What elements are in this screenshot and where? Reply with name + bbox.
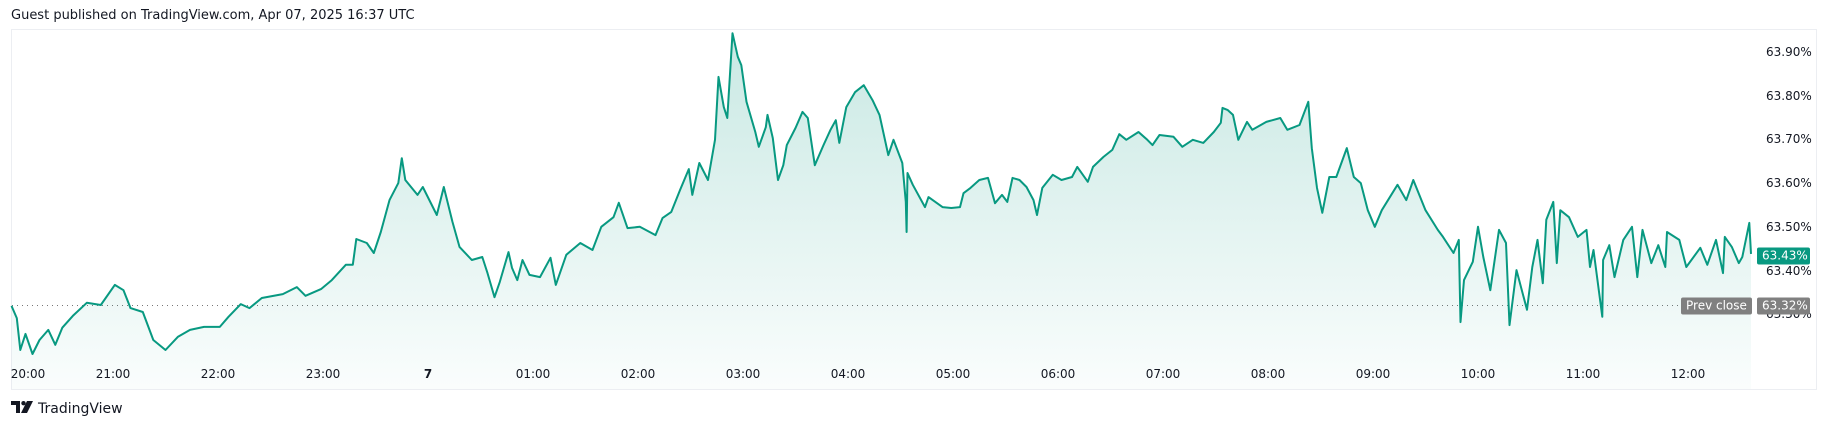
current-price-badge: 63.43%: [1757, 247, 1810, 265]
time-axis-label: 20:00: [10, 367, 46, 381]
time-axis-label: 03:00: [725, 367, 761, 381]
price-axis-label: 63.80%: [1766, 88, 1812, 103]
time-axis-label: 07:00: [1145, 367, 1181, 381]
time-axis-label: 11:00: [1565, 367, 1601, 381]
time-axis-label: 06:00: [1040, 367, 1076, 381]
time-axis-label: 01:00: [515, 367, 551, 381]
tradingview-wordmark: TradingView: [38, 401, 123, 417]
prev-close-value-badge: 63.32%: [1757, 297, 1810, 315]
time-axis-label: 7: [423, 367, 433, 381]
time-axis-label: 21:00: [95, 367, 131, 381]
prev-close-label-badge: Prev close: [1681, 297, 1752, 315]
time-axis-label: 12:00: [1670, 367, 1706, 381]
price-axis-label: 63.70%: [1766, 132, 1812, 147]
time-axis-label: 23:00: [305, 367, 341, 381]
tradingview-brand[interactable]: TradingView: [11, 401, 123, 417]
price-axis-label: 63.60%: [1766, 176, 1812, 191]
time-axis-label: 10:00: [1460, 367, 1496, 381]
publish-info: Guest published on TradingView.com, Apr …: [11, 8, 415, 23]
price-axis-label: 63.90%: [1766, 45, 1812, 59]
time-axis-label: 04:00: [830, 367, 866, 381]
time-axis-label: 05:00: [935, 367, 971, 381]
tradingview-logo-icon: [11, 401, 33, 417]
price-area-fill: [11, 33, 1751, 389]
price-axis-label: 63.50%: [1766, 219, 1812, 234]
time-axis-label: 02:00: [620, 367, 656, 381]
price-axis-label: 63.40%: [1766, 263, 1812, 278]
time-axis-label: 09:00: [1355, 367, 1391, 381]
price-line: [10, 32, 1752, 355]
time-axis-label: 22:00: [200, 367, 236, 381]
time-axis-label: 08:00: [1250, 367, 1286, 381]
